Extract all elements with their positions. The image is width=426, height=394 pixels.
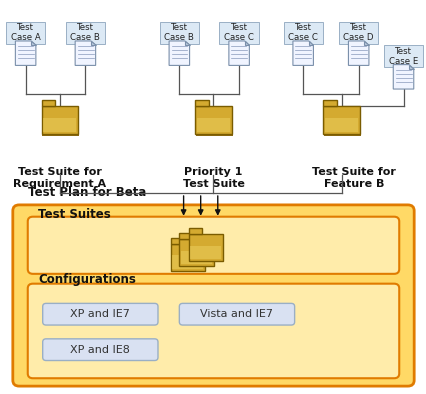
- Text: Test Plan for Beta: Test Plan for Beta: [28, 186, 146, 199]
- FancyBboxPatch shape: [324, 107, 360, 136]
- FancyBboxPatch shape: [188, 234, 222, 261]
- Polygon shape: [184, 41, 189, 45]
- FancyBboxPatch shape: [28, 217, 398, 274]
- FancyBboxPatch shape: [189, 236, 223, 262]
- FancyBboxPatch shape: [283, 22, 322, 44]
- Text: Test
Case C: Test Case C: [224, 23, 253, 43]
- Polygon shape: [408, 65, 413, 69]
- FancyBboxPatch shape: [190, 246, 221, 259]
- FancyBboxPatch shape: [338, 22, 377, 44]
- FancyBboxPatch shape: [43, 303, 158, 325]
- FancyBboxPatch shape: [171, 245, 205, 272]
- Polygon shape: [169, 41, 189, 65]
- Text: Configurations: Configurations: [38, 273, 136, 286]
- Polygon shape: [75, 41, 95, 65]
- FancyBboxPatch shape: [179, 303, 294, 325]
- Text: Test Suites: Test Suites: [38, 208, 111, 221]
- Polygon shape: [91, 41, 95, 45]
- FancyBboxPatch shape: [325, 118, 357, 132]
- Text: Priority 1
Test Suite: Priority 1 Test Suite: [182, 167, 244, 189]
- Text: Test
Case B: Test Case B: [70, 23, 100, 43]
- FancyBboxPatch shape: [6, 22, 45, 44]
- Polygon shape: [228, 41, 249, 65]
- FancyBboxPatch shape: [383, 45, 422, 67]
- Text: Test Suite for
Feature B: Test Suite for Feature B: [312, 167, 395, 189]
- FancyBboxPatch shape: [188, 229, 201, 234]
- Polygon shape: [31, 41, 36, 45]
- FancyBboxPatch shape: [323, 106, 359, 134]
- FancyBboxPatch shape: [197, 118, 229, 132]
- Text: Test Suite for
Requirement A: Test Suite for Requirement A: [13, 167, 106, 189]
- FancyBboxPatch shape: [159, 22, 199, 44]
- Text: Test
Case C: Test Case C: [288, 23, 317, 43]
- Polygon shape: [244, 41, 249, 45]
- Text: Test
Case B: Test Case B: [164, 23, 194, 43]
- FancyBboxPatch shape: [179, 233, 192, 239]
- Polygon shape: [392, 65, 413, 89]
- Text: XP and IE7: XP and IE7: [70, 309, 130, 319]
- Polygon shape: [348, 41, 368, 65]
- Polygon shape: [292, 41, 313, 65]
- FancyBboxPatch shape: [195, 100, 209, 106]
- FancyBboxPatch shape: [66, 22, 105, 44]
- Polygon shape: [308, 41, 313, 45]
- FancyBboxPatch shape: [43, 107, 79, 136]
- FancyBboxPatch shape: [42, 100, 55, 106]
- FancyBboxPatch shape: [195, 106, 231, 134]
- Text: Test
Case E: Test Case E: [388, 46, 417, 66]
- Polygon shape: [363, 41, 368, 45]
- FancyBboxPatch shape: [219, 22, 258, 44]
- FancyBboxPatch shape: [323, 100, 337, 106]
- FancyBboxPatch shape: [43, 118, 76, 132]
- FancyBboxPatch shape: [170, 244, 204, 271]
- Text: XP and IE8: XP and IE8: [70, 345, 130, 355]
- FancyBboxPatch shape: [43, 339, 158, 361]
- Text: Test
Case D: Test Case D: [343, 23, 373, 43]
- FancyBboxPatch shape: [196, 107, 232, 136]
- FancyBboxPatch shape: [180, 240, 214, 267]
- Text: Test
Case A: Test Case A: [11, 23, 40, 43]
- FancyBboxPatch shape: [28, 284, 398, 378]
- FancyBboxPatch shape: [172, 255, 203, 269]
- FancyBboxPatch shape: [179, 239, 213, 266]
- FancyBboxPatch shape: [13, 205, 413, 386]
- FancyBboxPatch shape: [170, 238, 183, 244]
- Polygon shape: [15, 41, 36, 65]
- FancyBboxPatch shape: [181, 251, 211, 264]
- FancyBboxPatch shape: [42, 106, 78, 134]
- Text: Vista and IE7: Vista and IE7: [200, 309, 273, 319]
